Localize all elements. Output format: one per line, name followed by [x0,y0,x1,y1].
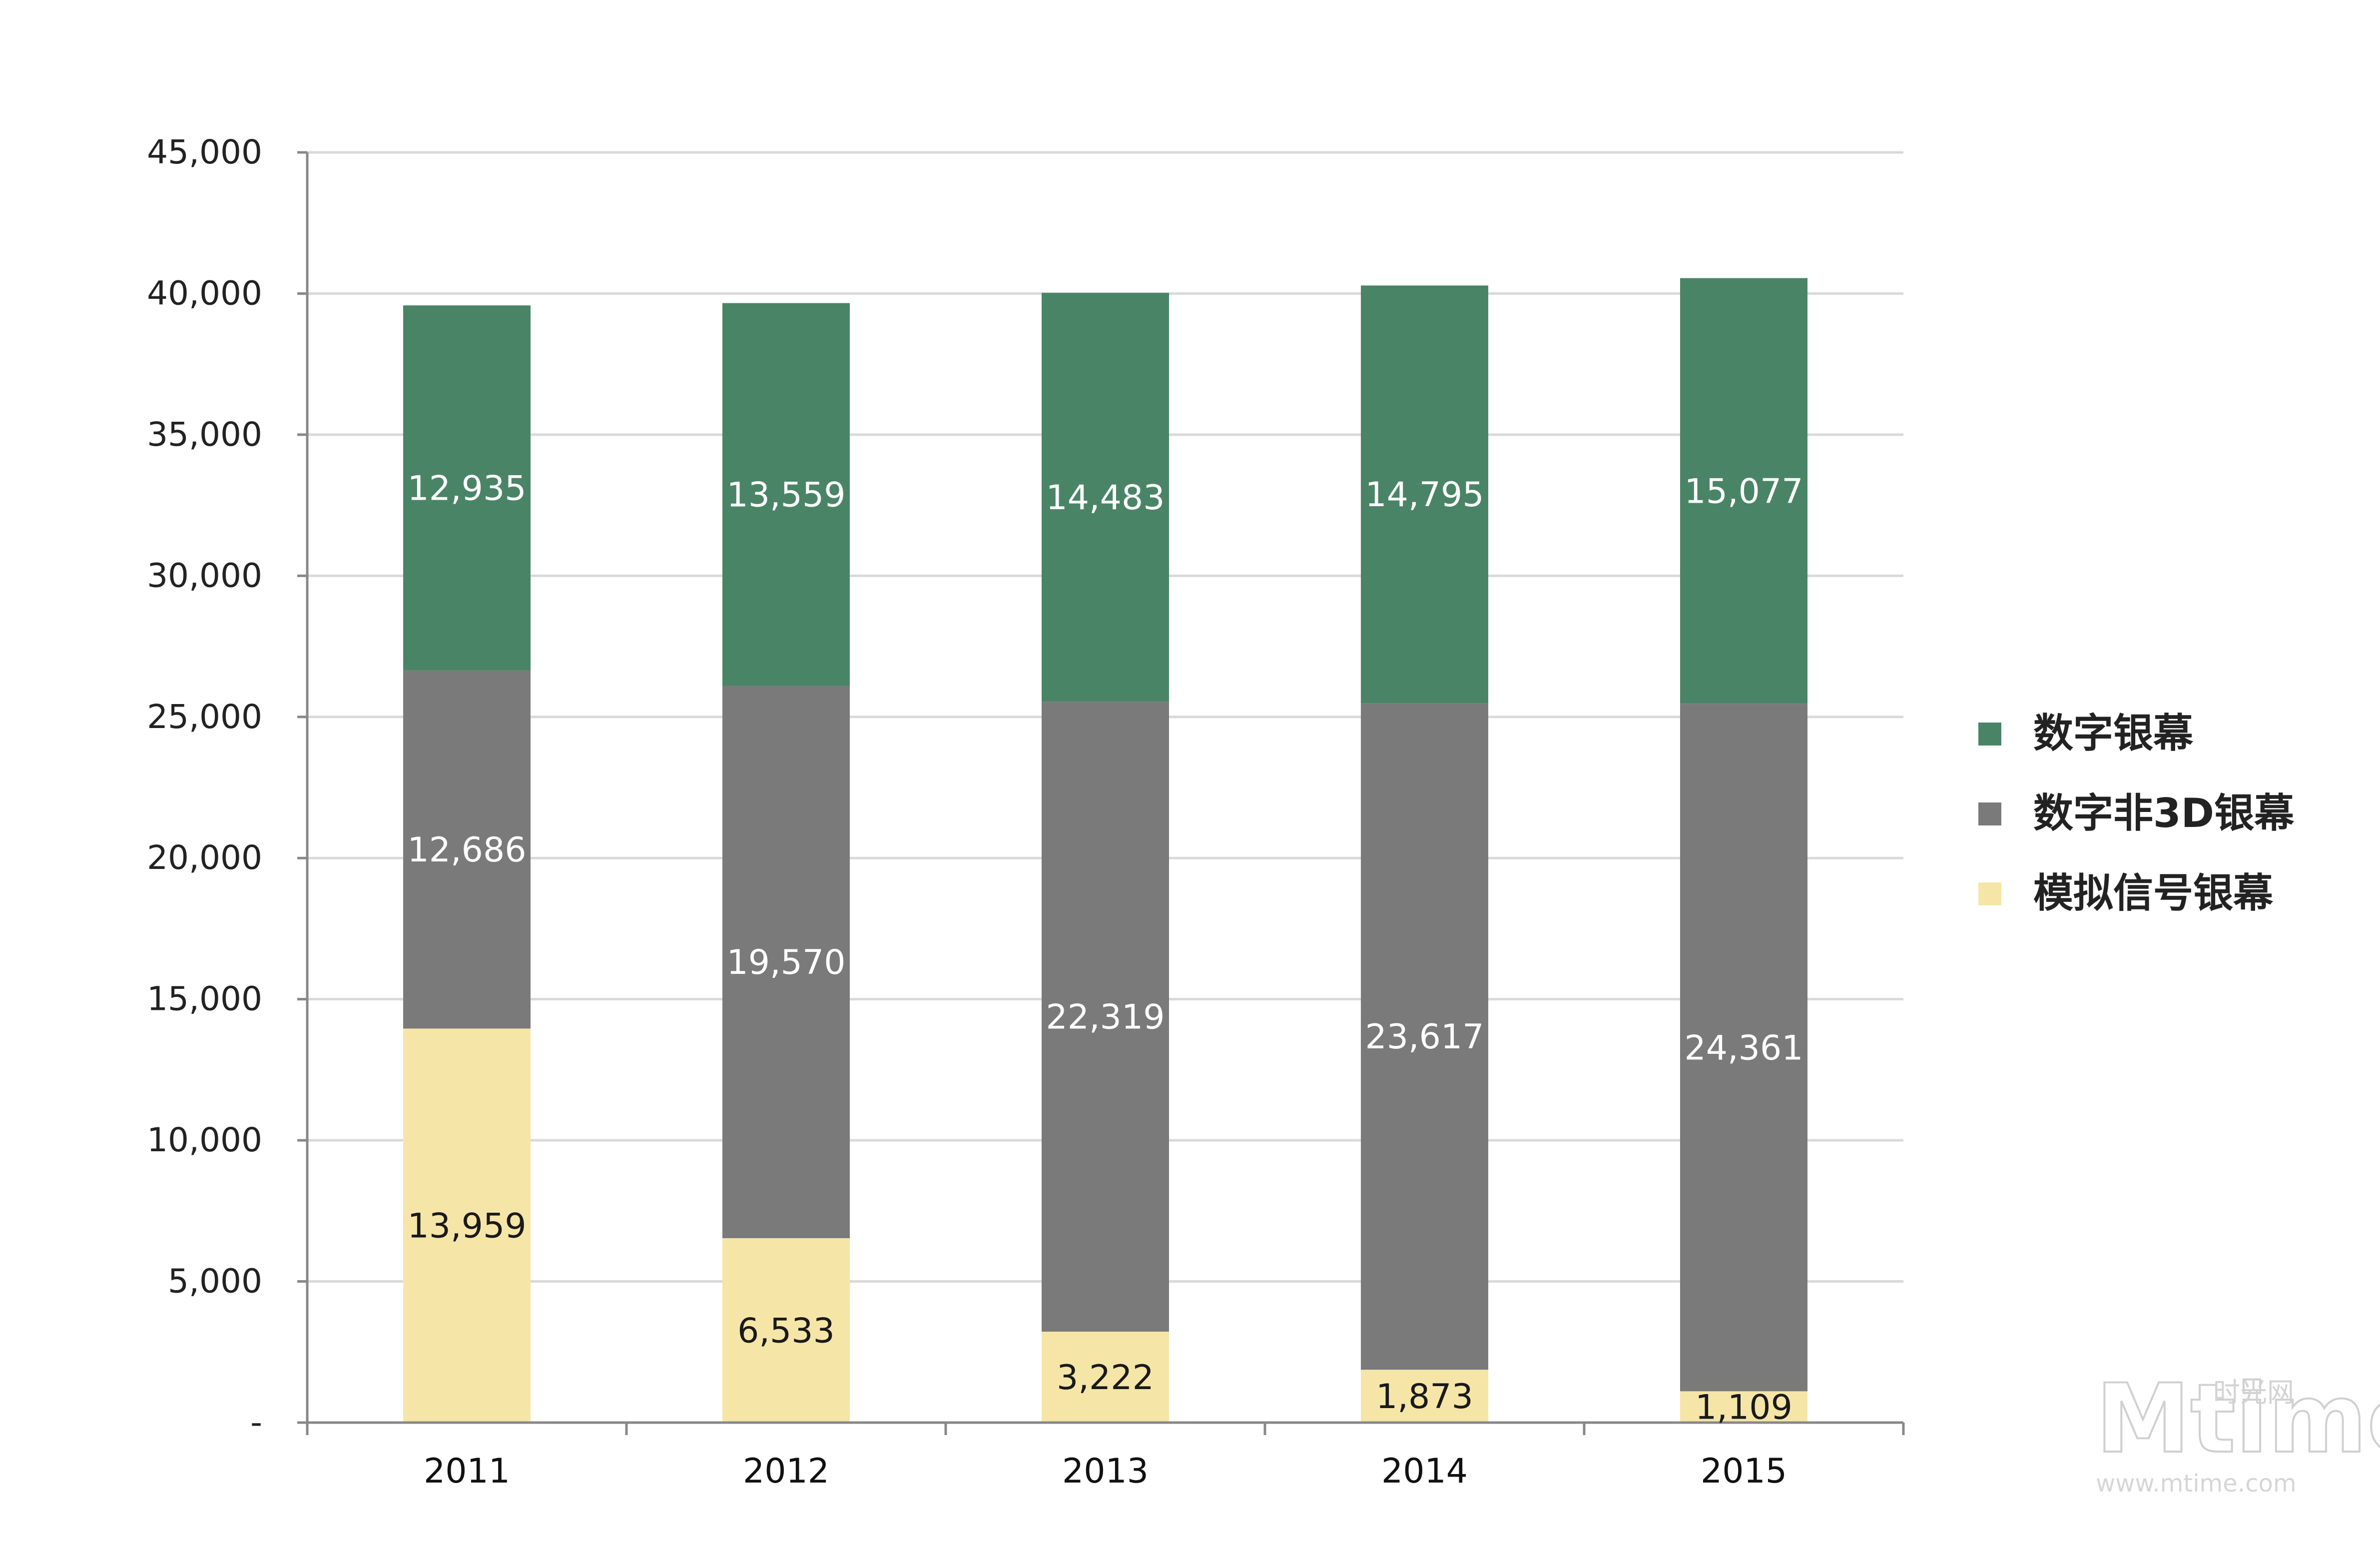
bar-segment [403,305,531,671]
y-tick-label: 15,000 [147,980,262,1018]
axes [297,151,1905,1435]
bar-segment [1680,704,1807,1392]
bar-segment [403,1028,531,1423]
legend-label: 模拟信号银幕 [2033,870,2274,916]
y-tick-label: 35,000 [147,415,262,454]
y-tick-label: - [250,1403,262,1442]
bar-segment [1042,702,1169,1332]
x-tick-label: 2014 [1381,1452,1468,1491]
data-label: 15,077 [1685,472,1803,511]
x-tick-label: 2013 [1062,1452,1149,1491]
y-tick-label: 45,000 [147,133,262,171]
data-label: 12,935 [408,469,527,509]
bar-segment [1361,285,1488,704]
mtime-watermark-logo: Mtime 时光网 www.mtime.com [2095,1363,2380,1498]
y-axis-tick-labels: - 5,000 10,000 15,000 20,000 25,000 30,000 35,0… [147,133,262,1442]
watermark-chinese: 时光网 [2213,1377,2294,1408]
data-label: 23,617 [1365,1017,1484,1057]
legend-swatch [1978,723,2001,746]
data-label: 22,319 [1046,998,1165,1037]
bar-segment [722,303,850,686]
data-label: 12,686 [408,830,527,870]
bar-segment [1361,703,1488,1370]
bar-segment [1680,278,1807,704]
bar-segment [1042,293,1169,702]
data-label: 19,570 [727,943,846,982]
x-axis-tick-labels: 2011 2012 2013 2014 2015 [424,1452,1787,1491]
bar-segment [722,686,850,1238]
legend-label: 数字非3D银幕 [2033,790,2295,836]
x-tick-label: 2015 [1701,1452,1787,1491]
watermark-url: www.mtime.com [2096,1470,2297,1498]
data-label: 24,361 [1685,1028,1803,1068]
data-label: 13,959 [408,1207,527,1246]
y-tick-label: 5,000 [168,1262,262,1301]
data-label: 13,559 [727,476,846,515]
data-label: 14,795 [1365,475,1484,515]
data-label: 1,873 [1376,1377,1473,1417]
bar-segment [1680,1391,1807,1423]
data-label: 1,109 [1695,1388,1792,1428]
legend-swatch [1978,802,2001,825]
y-tick-label: 25,000 [147,698,262,736]
bar-segment [403,670,531,1029]
bar-segment [722,1238,850,1423]
watermark-brand: Mtime [2096,1364,2380,1474]
data-label: 14,483 [1046,478,1165,518]
y-tick-label: 10,000 [147,1121,262,1159]
x-tick-label: 2011 [424,1452,510,1491]
y-tick-label: 30,000 [147,556,262,595]
y-tick-label: 20,000 [147,838,262,877]
bars [403,278,1807,1423]
bar-segment [1361,1370,1488,1423]
legend-label: 数字银幕 [2033,710,2194,757]
legend-swatch [1978,882,2001,905]
y-tick-label: 40,000 [147,274,262,312]
data-label: 3,222 [1057,1358,1154,1398]
bar-segment [1042,1331,1169,1423]
data-label: 6,533 [737,1311,835,1351]
x-tick-label: 2012 [743,1452,829,1491]
data-labels: 13,959 12,686 12,935 6,533 19,570 13,559 3,222… [408,469,1803,1428]
